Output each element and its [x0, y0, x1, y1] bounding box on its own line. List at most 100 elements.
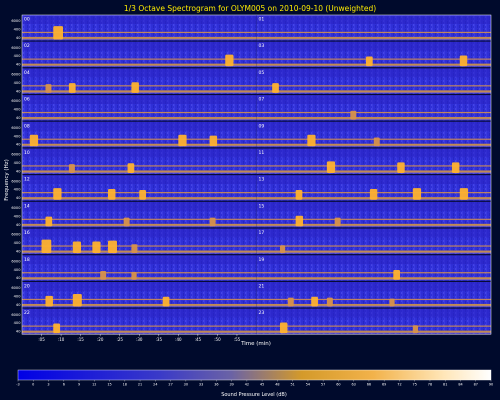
colorbar-tick-label: 48: [275, 383, 279, 387]
colorbar-tick-label: 84: [458, 383, 462, 387]
x-axis-ticks: :05:10:15:20:25:30:35:40:45:50:55: [38, 334, 241, 342]
colorbar-tick-label: 15: [107, 383, 111, 387]
sound-event: [123, 217, 130, 227]
colorbar-tick-label: 36: [214, 383, 218, 387]
sound-event: [373, 137, 380, 147]
colorbar-tick-label: 51: [290, 383, 294, 387]
spectrogram-row: 12 13 6000 400 40: [11, 175, 491, 202]
x-tick-label: :30: [136, 337, 143, 342]
colorbar-tick-label: 45: [260, 383, 264, 387]
y-tick-label: 40: [16, 63, 21, 67]
colorbar-tick-label: 63: [352, 383, 356, 387]
colorbar-tick-label: 42: [245, 383, 249, 387]
colorbar: [17, 369, 492, 381]
y-tick-label: 400: [14, 188, 22, 192]
sound-event: [225, 54, 234, 67]
y-axis-label: Frequency (Hz): [4, 159, 10, 200]
spectrogram-row: 16 17 6000 400 40: [11, 228, 491, 256]
sound-event: [350, 110, 357, 120]
colorbar-tick-label: 72: [397, 383, 401, 387]
sound-event: [209, 135, 218, 147]
y-tick-label: 6000: [11, 286, 21, 290]
hour-label: 20: [24, 284, 30, 290]
sound-event: [334, 217, 341, 227]
hour-label: 10: [24, 150, 30, 156]
hour-label: 08: [24, 123, 30, 129]
hour-label: 07: [259, 97, 265, 103]
sound-event: [279, 322, 288, 334]
sound-event: [131, 244, 138, 254]
hour-label: 22: [24, 310, 30, 316]
sound-event: [326, 297, 333, 307]
sound-event: [311, 296, 318, 307]
hour-label: 01: [259, 17, 265, 23]
x-tick-label: :10: [58, 337, 65, 342]
y-tick-label: 40: [16, 330, 21, 334]
y-tick-label: 40: [16, 196, 21, 200]
sound-event: [53, 323, 61, 334]
colorbar-tick-label: 3: [47, 383, 49, 387]
y-tick-label: 40: [16, 116, 21, 120]
hour-label: 17: [259, 230, 265, 236]
y-tick-label: 40: [16, 143, 21, 147]
x-tick-label: :05: [38, 337, 45, 342]
sound-event: [131, 82, 139, 93]
colorbar-tick-label: 18: [123, 383, 127, 387]
spectrogram-row: 10 11 6000 400 40: [11, 148, 491, 176]
colorbar-tick-label: 27: [168, 383, 172, 387]
y-tick-label: 6000: [11, 233, 21, 237]
y-tick-label: 400: [14, 214, 22, 218]
y-tick-label: 400: [14, 28, 22, 32]
hour-label: 11: [259, 150, 265, 156]
x-tick-label: :40: [175, 337, 182, 342]
sound-event: [279, 245, 286, 254]
y-tick-label: 6000: [11, 153, 21, 157]
sound-event: [72, 294, 82, 307]
sound-event: [307, 134, 316, 147]
y-tick-label: 6000: [11, 206, 21, 210]
sound-event: [326, 161, 336, 173]
hour-label: 02: [24, 43, 30, 49]
y-tick-label: 400: [14, 81, 22, 85]
spectrogram-row: 20 21 6000 400 40: [11, 282, 491, 309]
y-tick-label: 40: [16, 276, 21, 280]
spectrogram-row: 04 05 6000 400 40: [11, 68, 491, 95]
sound-event: [41, 239, 52, 254]
sound-event: [162, 296, 170, 307]
sound-event: [107, 240, 117, 254]
colorbar-tick-label: 57: [321, 383, 325, 387]
colorbar-tick-label: 75: [413, 383, 417, 387]
y-tick-label: 6000: [11, 259, 21, 263]
sound-event: [92, 241, 101, 254]
y-tick-label: 400: [14, 241, 22, 245]
sound-event: [72, 241, 82, 254]
y-tick-label: 40: [16, 303, 21, 307]
x-tick-label: :35: [156, 337, 163, 342]
sound-event: [365, 56, 373, 67]
x-tick-label: :45: [195, 337, 202, 342]
colorbar-tick-label: 24: [153, 383, 157, 387]
sound-event: [287, 297, 294, 307]
y-tick-label: 6000: [11, 313, 21, 317]
sound-event: [451, 162, 460, 173]
chart-title: 1/3 Octave Spectrogram for OLYM005 on 20…: [124, 4, 376, 13]
spectrogram-row: 08 09 6000 400 40: [11, 121, 491, 149]
sound-event: [139, 189, 146, 200]
x-axis-label: Time (min): [240, 341, 271, 347]
hour-label: 05: [259, 70, 265, 76]
x-tick-label: :55: [234, 337, 241, 342]
x-tick-label: :20: [97, 337, 104, 342]
x-tick-label: :25: [116, 337, 123, 342]
sound-event: [68, 83, 76, 93]
y-tick-label: 400: [14, 268, 22, 272]
y-tick-label: 6000: [11, 99, 21, 103]
y-tick-label: 6000: [11, 46, 21, 50]
hour-label: 04: [24, 70, 30, 76]
hour-label: 23: [259, 310, 265, 316]
colorbar-tick-label: 69: [382, 383, 386, 387]
y-tick-label: 400: [14, 295, 22, 299]
colorbar-tick-label: 39: [229, 383, 233, 387]
